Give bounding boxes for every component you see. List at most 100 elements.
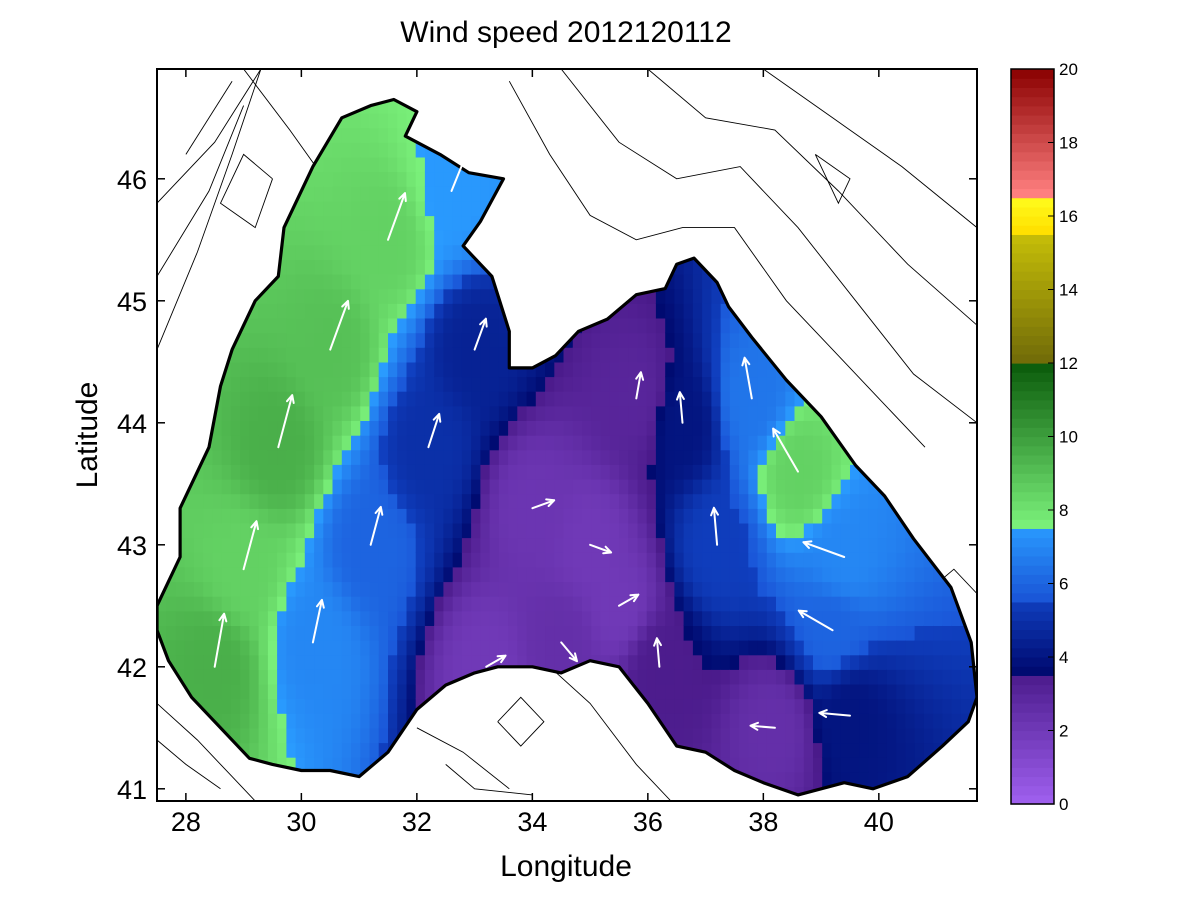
speed-cell (480, 449, 491, 465)
speed-cell (212, 478, 223, 495)
speed-cell (388, 303, 398, 319)
speed-cell (748, 537, 759, 553)
speed-cell (249, 420, 260, 436)
speed-cell (471, 171, 481, 187)
speed-cell (489, 376, 500, 392)
colorbar-segment (1011, 271, 1054, 281)
speed-cell (785, 435, 796, 451)
speed-cell (683, 332, 694, 348)
speed-cell (813, 727, 823, 744)
speed-cell (535, 435, 546, 451)
speed-cell (655, 347, 666, 363)
speed-cell (739, 391, 749, 407)
speed-cell (249, 361, 260, 378)
speed-cell (850, 669, 860, 685)
speed-cell (388, 259, 398, 275)
speed-cell (729, 478, 740, 495)
speed-cell (702, 640, 712, 656)
speed-cell (323, 610, 334, 626)
speed-cell (443, 435, 454, 451)
speed-cell (258, 683, 269, 700)
speed-cell (397, 303, 408, 319)
speed-cell (480, 54, 490, 69)
speed-cell (720, 581, 731, 597)
speed-cell (351, 625, 361, 641)
speed-cell (628, 332, 639, 348)
speed-cell (683, 654, 694, 670)
speed-cell (914, 698, 925, 714)
speed-cell (637, 566, 648, 583)
speed-cell (452, 347, 463, 363)
speed-cell (637, 405, 648, 421)
speed-cell (600, 581, 611, 597)
speed-cell (369, 259, 380, 275)
speed-cell (785, 727, 796, 744)
speed-cell (711, 303, 722, 319)
speed-cell (378, 581, 389, 597)
speed-cell (877, 537, 888, 553)
land-contour (560, 69, 977, 424)
speed-cell (388, 669, 398, 685)
speed-cell (582, 376, 592, 392)
speed-cell (323, 186, 334, 202)
speed-cell (378, 156, 389, 173)
speed-cell (803, 478, 814, 495)
speed-cell (351, 640, 361, 656)
speed-cell (563, 552, 574, 568)
colorbar-segment (1011, 96, 1054, 107)
speed-cell (323, 259, 334, 275)
speed-cell (184, 669, 195, 685)
speed-cell (517, 640, 528, 656)
colorbar-segment (1011, 363, 1054, 373)
speed-cell (443, 332, 454, 348)
speed-cell (388, 552, 398, 568)
speed-cell (554, 640, 565, 656)
speed-cell (554, 405, 565, 421)
speed-cell (822, 552, 833, 568)
speed-cell (406, 537, 417, 553)
speed-cell (582, 405, 592, 421)
speed-cell (600, 464, 611, 480)
speed-cell (933, 727, 943, 744)
speed-cell (924, 54, 934, 69)
speed-cell (563, 654, 574, 670)
speed-cell (480, 361, 491, 378)
speed-cell (563, 610, 574, 626)
speed-cell (424, 522, 435, 539)
speed-cell (757, 508, 768, 524)
speed-cell (609, 625, 620, 641)
speed-cell (175, 625, 186, 641)
speed-cell (480, 464, 491, 480)
speed-cell (683, 537, 694, 553)
speed-cell (692, 259, 703, 275)
speed-cell (277, 522, 287, 539)
colorbar-segment (1011, 611, 1054, 621)
speed-cell (554, 566, 565, 583)
speed-cell (341, 230, 352, 246)
speed-cell (517, 478, 528, 495)
speed-cell (609, 508, 620, 524)
speed-cell (720, 493, 731, 509)
speed-cell (794, 596, 805, 612)
speed-cell (508, 493, 518, 509)
speed-cell (813, 478, 823, 495)
speed-cell (461, 625, 472, 641)
speed-cell (923, 654, 934, 670)
speed-cell (407, 54, 417, 69)
speed-cell (369, 669, 380, 685)
speed-cell (886, 713, 897, 729)
speed-cell (720, 435, 731, 451)
speed-cell (785, 610, 796, 626)
speed-cell (332, 449, 343, 465)
speed-cell (637, 391, 648, 407)
speed-cell (813, 449, 823, 465)
land-contour (219, 153, 273, 229)
speed-cell (785, 742, 796, 758)
colorbar-segment (1011, 142, 1054, 153)
speed-cell (397, 683, 408, 700)
speed-cell (397, 288, 408, 304)
speed-cell (351, 405, 361, 421)
speed-cell (748, 566, 759, 583)
